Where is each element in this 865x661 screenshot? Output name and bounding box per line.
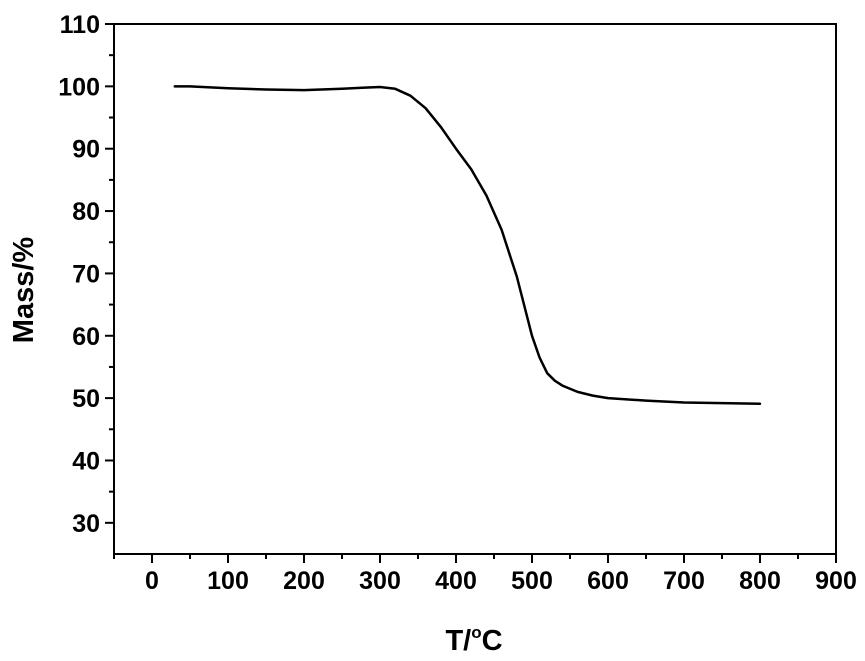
- y-tick-label-90: 90: [72, 136, 100, 164]
- x-axis-title-prefix: T/: [445, 625, 471, 657]
- x-axis-title: T/oC: [445, 623, 502, 657]
- mass-curve-line-0: [173, 85, 762, 405]
- x-tick-label-700: 700: [663, 567, 705, 595]
- x-tick-label-300: 300: [359, 567, 401, 595]
- x-tick-label-500: 500: [511, 567, 553, 595]
- x-tick-label-100: 100: [207, 567, 249, 595]
- x-tick-label-0: 0: [145, 567, 159, 595]
- y-axis-title: Mass/%: [8, 237, 40, 344]
- x-axis-title-suffix: C: [482, 625, 503, 657]
- x-tick-label-400: 400: [435, 567, 477, 595]
- y-tick-label-80: 80: [72, 198, 100, 226]
- x-tick-label-900: 900: [815, 567, 857, 595]
- y-tick-label-40: 40: [72, 447, 100, 475]
- x-tick-label-200: 200: [283, 567, 325, 595]
- x-tick-label-800: 800: [739, 567, 781, 595]
- x-axis-title-superscript: o: [471, 623, 481, 642]
- y-tick-label-70: 70: [72, 260, 100, 288]
- y-tick-label-110: 110: [60, 11, 100, 39]
- plot-frame: [113, 23, 837, 555]
- y-tick-label-50: 50: [72, 385, 100, 413]
- x-tick-label-600: 600: [587, 567, 629, 595]
- y-tick-label-60: 60: [72, 323, 100, 351]
- y-tick-label-30: 30: [72, 510, 100, 538]
- y-tick-label-100: 100: [58, 73, 100, 101]
